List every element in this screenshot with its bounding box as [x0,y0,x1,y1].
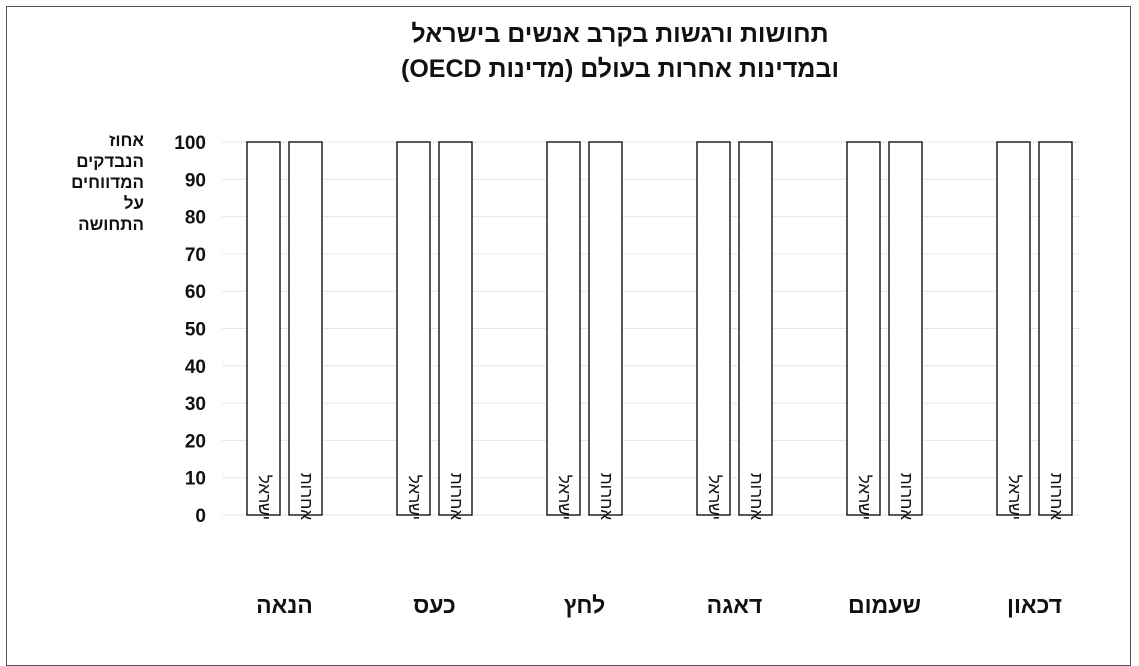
y-tick-label: 80 [185,208,206,229]
y-axis-label-line: על [123,194,144,213]
chart-title: תחושות ורגשות בקרב אנשים בישראל [411,20,829,48]
y-axis-label-line: המדווחים [71,173,144,192]
bars [246,141,1073,516]
y-axis-label-line: התחושה [78,215,144,234]
bar-series-label: ישראל [255,475,274,520]
y-tick-label: 100 [174,133,206,154]
bar [546,141,581,516]
y-tick-label: 40 [185,357,206,378]
bar-series-label: אחרות [597,473,616,520]
y-tick-label: 50 [185,320,206,341]
y-tick-label: 60 [185,282,206,303]
bar [1038,141,1073,516]
category-label: שעמום [848,592,921,618]
y-tick-label: 70 [185,245,206,266]
bar [996,141,1031,516]
category-label: לחץ [564,592,605,618]
bar [288,141,323,516]
category-label: דאגה [707,592,763,618]
chart-subtitle: ובמדינות אחרות בעולם (מדינות OECD) [401,55,839,83]
bar [738,141,773,516]
y-tick-label: 20 [185,431,206,452]
bar [246,141,281,516]
y-tick-label: 30 [185,394,206,415]
bar-series-label: ישראל [555,475,574,520]
bar-series-label: ישראל [855,475,874,520]
bar [846,141,881,516]
bar-series-label: ישראל [1005,475,1024,520]
bar [588,141,623,516]
y-tick-label: 10 [185,469,206,490]
gridlines [222,141,1080,516]
bar-series-label: אחרות [297,473,316,520]
y-axis-label-line: הנבדקים [76,152,144,171]
bar [696,141,731,516]
bar [888,141,923,516]
y-axis-label-line: אחוז [109,131,144,150]
category-label: הנאה [256,592,313,618]
bar [438,141,473,516]
bar-series-label: אחרות [1047,473,1066,520]
bar-series-label: אחרות [897,473,916,520]
bar-labels: ישראל אחרות ישראל אחרות ישראל אחרות ישראל אחרות… [255,473,1066,520]
category-label: כעס [413,592,456,618]
y-tick-label: 90 [185,170,206,191]
bar-series-label: אחרות [447,473,466,520]
y-tick-label: 0 [195,506,206,527]
bar [396,141,431,516]
bar-series-label: ישראל [705,475,724,520]
bar-series-label: ישראל [405,475,424,520]
y-axis-label: אחוז הנבדקים המדווחים על התחושה [14,130,144,235]
bar-series-label: אחרות [747,473,766,520]
category-labels: הנאה כעס לחץ דאגה שעמום דכאון [256,592,1062,618]
y-axis-ticks: 0 10 20 30 40 50 60 70 80 90 100 [174,133,206,527]
bar-chart: 0 10 20 30 40 50 60 70 80 90 100 ישראל אחרות ישראל אח… [174,133,1080,618]
category-label: דכאון [1007,592,1062,618]
